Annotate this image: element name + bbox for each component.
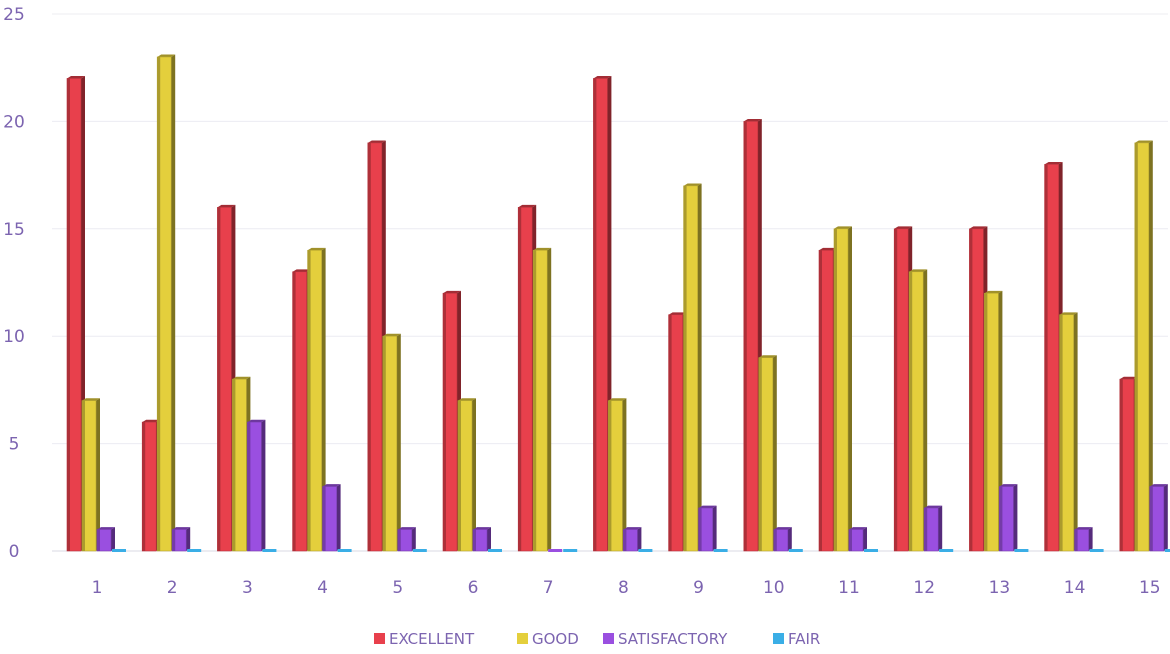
bar-fair-6 (488, 549, 502, 552)
bar-fair-13 (1014, 549, 1029, 552)
bar-fair-12 (939, 549, 954, 552)
x-tick-label: 14 (1064, 578, 1086, 598)
x-tick-label: 2 (167, 578, 178, 598)
bar-fair-5 (412, 549, 427, 552)
bar-fair-11 (864, 549, 878, 552)
bar-satisfactory-6 (472, 527, 491, 552)
bar-good-12 (908, 269, 928, 552)
bar-good-9 (683, 183, 702, 552)
x-tick-label: 13 (989, 578, 1011, 598)
legend-item-excellent: EXCELLENT (374, 630, 475, 648)
y-tick-label: 20 (3, 112, 25, 132)
bar-satisfactory-15 (1149, 484, 1168, 552)
bar-satisfactory-3 (247, 419, 266, 552)
legend-label: FAIR (788, 630, 820, 648)
bar-good-10 (758, 355, 777, 552)
bar-fair-2 (187, 549, 202, 552)
legend: EXCELLENT GOOD SATISFACTORY FAIR (374, 630, 820, 648)
legend-swatch (517, 633, 528, 644)
bar-good-7 (532, 247, 552, 552)
y-axis: 0 5 10 15 20 25 (3, 5, 25, 562)
bar-fair-15 (1164, 549, 1170, 552)
x-tick-label: 12 (913, 578, 935, 598)
x-tick-label: 7 (543, 578, 554, 598)
bar-satisfactory-2 (171, 527, 191, 552)
legend-label: EXCELLENT (389, 630, 475, 648)
x-tick-label: 15 (1139, 578, 1161, 598)
bar-satisfactory-8 (623, 527, 642, 552)
x-tick-label: 4 (317, 578, 328, 598)
x-tick-label: 6 (468, 578, 479, 598)
bar-excellent-1 (66, 76, 85, 552)
bar-excellent-8 (593, 76, 612, 552)
legend-swatch (773, 633, 784, 644)
bar-satisfactory-12 (923, 505, 943, 552)
y-tick-label: 5 (9, 435, 20, 455)
bar-satisfactory-7 (548, 549, 563, 552)
bar-good-11 (833, 226, 852, 552)
x-tick-label: 5 (392, 578, 403, 598)
bar-satisfactory-4 (322, 484, 341, 552)
bar-fair-14 (1089, 549, 1104, 552)
x-axis: 1 2 3 4 5 6 7 8 9 10 11 12 13 14 15 (92, 578, 1161, 598)
y-tick-label: 25 (3, 5, 25, 25)
y-tick-label: 10 (3, 327, 25, 347)
legend-item-fair: FAIR (773, 630, 820, 648)
bar-fair-9 (713, 549, 728, 552)
bar-good-4 (307, 247, 326, 552)
bar-fair-7 (563, 549, 578, 552)
bar-good-13 (984, 290, 1003, 552)
legend-swatch (374, 633, 385, 644)
x-tick-label: 11 (838, 578, 860, 598)
bar-good-8 (608, 398, 627, 552)
bar-satisfactory-13 (999, 484, 1018, 552)
y-tick-label: 15 (3, 220, 25, 240)
bar-satisfactory-14 (1074, 527, 1093, 552)
bar-satisfactory-9 (698, 505, 717, 552)
bar-fair-3 (262, 549, 277, 552)
bar-good-5 (382, 333, 401, 552)
bar-fair-10 (788, 549, 803, 552)
bar-good-14 (1059, 312, 1078, 552)
x-tick-label: 8 (618, 578, 629, 598)
bar-fair-8 (638, 549, 653, 552)
legend-label: GOOD (532, 630, 579, 648)
bar-satisfactory-11 (848, 527, 867, 552)
legend-swatch (603, 633, 614, 644)
bar-satisfactory-1 (96, 527, 115, 552)
y-tick-label: 0 (9, 542, 20, 562)
x-tick-label: 10 (763, 578, 785, 598)
bar-good-1 (81, 398, 100, 552)
legend-item-good: GOOD (517, 630, 579, 648)
x-tick-label: 3 (242, 578, 253, 598)
bar-fair-1 (112, 549, 126, 552)
x-tick-label: 9 (693, 578, 704, 598)
bar-satisfactory-10 (773, 527, 792, 552)
legend-item-satisfactory: SATISFACTORY (603, 630, 728, 648)
bar-fair-4 (337, 549, 352, 552)
bars (66, 54, 1170, 552)
bar-good-6 (457, 398, 476, 552)
bar-good-15 (1134, 140, 1153, 552)
bar-good-2 (156, 54, 176, 552)
bar-satisfactory-5 (397, 527, 416, 552)
x-tick-label: 1 (92, 578, 103, 598)
legend-label: SATISFACTORY (618, 630, 728, 648)
